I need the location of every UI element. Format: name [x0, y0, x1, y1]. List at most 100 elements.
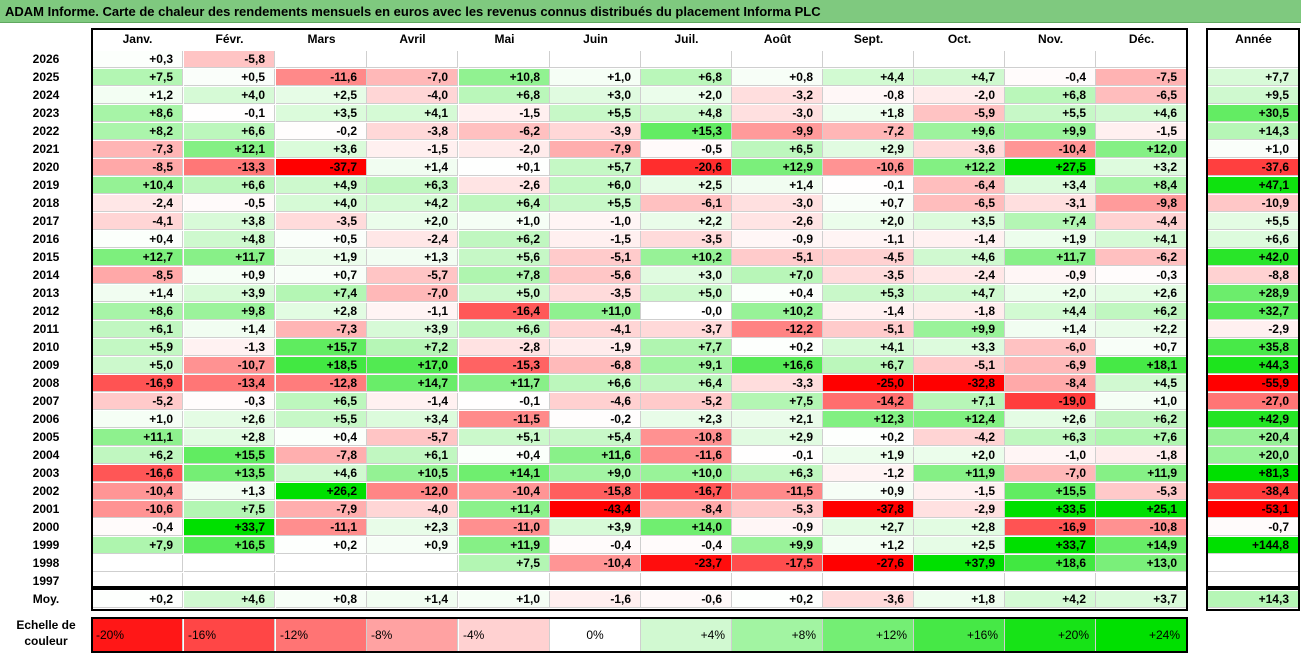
row-year-label: 2004 — [32, 448, 60, 462]
heatmap-cell: -32,8 — [914, 375, 1005, 392]
heatmap-cell — [823, 51, 914, 68]
heatmap-cell: -1,4 — [367, 393, 458, 410]
heatmap-cell: +12,0 — [1096, 141, 1187, 158]
heatmap-cell: +15,5 — [1005, 483, 1096, 500]
heatmap-cell: -43,4 — [550, 501, 641, 518]
heatmap-cell: +1,2 — [823, 537, 914, 554]
heatmap-cell: +1,4 — [1005, 321, 1096, 338]
heatmap-cell: +4,8 — [641, 105, 732, 122]
heatmap-cell: -25,0 — [823, 375, 914, 392]
legend-swatch: -8% — [367, 617, 458, 653]
heatmap-cell: -0,0 — [641, 303, 732, 320]
heatmap-cell: -0,5 — [641, 141, 732, 158]
row-year-label: 2000 — [32, 520, 60, 534]
heatmap-cell: -16,4 — [459, 303, 550, 320]
heatmap-cell: +4,7 — [914, 285, 1005, 302]
heatmap-cell: -10,6 — [823, 159, 914, 176]
heatmap-cell: -0,1 — [732, 447, 823, 464]
heatmap-cell: +5,0 — [641, 285, 732, 302]
heatmap-cell: -11,1 — [276, 519, 367, 536]
heatmap-cell: +5,6 — [459, 249, 550, 266]
heatmap-cell: -2,0 — [459, 141, 550, 158]
heatmap-cell: -5,3 — [1096, 483, 1187, 500]
heatmap-cell — [732, 573, 823, 590]
heatmap-cell: -1,3 — [184, 339, 275, 356]
heatmap-cell: +6,6 — [184, 177, 275, 194]
heatmap-cell: +6,0 — [550, 177, 641, 194]
heatmap-cell: -2,8 — [459, 339, 550, 356]
heatmap-cell: -2,6 — [732, 213, 823, 230]
heatmap-cell: +3,3 — [914, 339, 1005, 356]
heatmap-cell: -10,8 — [1096, 519, 1187, 536]
row-year-label: 1999 — [32, 538, 60, 552]
heatmap-cell: +6,3 — [732, 465, 823, 482]
heatmap-cell — [459, 51, 550, 68]
chart-title: ADAM Informe. Carte de chaleur des rende… — [5, 4, 821, 19]
heatmap-cell: +11,6 — [550, 447, 641, 464]
heatmap-cell — [641, 51, 732, 68]
heatmap-cell: +2,7 — [823, 519, 914, 536]
heatmap-cell: +25,1 — [1096, 501, 1187, 518]
heatmap-cell: +5,5 — [1005, 105, 1096, 122]
heatmap-cell: +6,4 — [641, 375, 732, 392]
heatmap-cell — [367, 51, 458, 68]
heatmap-cell: -6,2 — [1096, 249, 1187, 266]
heatmap-cell: -3,9 — [550, 123, 641, 140]
heatmap-cell: -5,1 — [823, 321, 914, 338]
heatmap-cell: -16,9 — [1005, 519, 1096, 536]
heatmap-cell: -3,2 — [732, 87, 823, 104]
heatmap-cell: +3,9 — [550, 519, 641, 536]
heatmap-cell: +11,0 — [550, 303, 641, 320]
heatmap-cell: -7,3 — [276, 321, 367, 338]
annual-cell — [1208, 51, 1299, 68]
annual-cell: -38,4 — [1208, 483, 1299, 500]
heatmap-cell: -13,4 — [184, 375, 275, 392]
legend-swatch: -12% — [276, 617, 367, 653]
heatmap-cell: +16,5 — [184, 537, 275, 554]
heatmap-cell: +6,1 — [367, 447, 458, 464]
annual-cell: +28,9 — [1208, 285, 1299, 302]
heatmap-cell: +13,0 — [1096, 555, 1187, 572]
heatmap-cell: +11,7 — [184, 249, 275, 266]
heatmap-cell: +1,3 — [367, 249, 458, 266]
heatmap-cell: +1,2 — [92, 87, 183, 104]
heatmap-cell: +3,6 — [276, 141, 367, 158]
heatmap-cell: -5,2 — [92, 393, 183, 410]
heatmap-cell: -15,8 — [550, 483, 641, 500]
heatmap-cell: -1,5 — [367, 141, 458, 158]
heatmap-cell: +0,9 — [367, 537, 458, 554]
row-year-label: 2006 — [32, 412, 60, 426]
heatmap-cell: +1,4 — [732, 177, 823, 194]
heatmap-cell: -17,5 — [732, 555, 823, 572]
heatmap-cell: +6,2 — [1096, 411, 1187, 428]
heatmap-cell: -0,5 — [184, 195, 275, 212]
heatmap-cell: -7,5 — [1096, 69, 1187, 86]
heatmap-cell: +4,9 — [276, 177, 367, 194]
row-year-label: 2018 — [32, 196, 60, 210]
heatmap-cell: -6,9 — [1005, 357, 1096, 374]
row-year-label: 2009 — [32, 358, 60, 372]
heatmap-cell: +14,1 — [459, 465, 550, 482]
heatmap-cell: +7,6 — [1096, 429, 1187, 446]
annual-cell — [1208, 555, 1299, 572]
heatmap-cell: +0,5 — [184, 69, 275, 86]
heatmap-cell: -12,8 — [276, 375, 367, 392]
heatmap-cell: -7,9 — [276, 501, 367, 518]
heatmap-cell — [1096, 51, 1187, 68]
heatmap-cell: -4,2 — [914, 429, 1005, 446]
heatmap-cell: -1,0 — [550, 213, 641, 230]
heatmap-cell: -2,4 — [92, 195, 183, 212]
heatmap-cell: +12,9 — [732, 159, 823, 176]
heatmap-cell: +3,5 — [276, 105, 367, 122]
column-header: Sept. — [853, 32, 884, 46]
heatmap-cell: -3,3 — [732, 375, 823, 392]
heatmap-cell: +3,0 — [641, 267, 732, 284]
heatmap-cell: +3,4 — [1005, 177, 1096, 194]
heatmap-cell: -8,5 — [92, 267, 183, 284]
heatmap-cell — [184, 555, 275, 572]
heatmap-cell: -2,6 — [459, 177, 550, 194]
annual-cell: -8,8 — [1208, 267, 1299, 284]
heatmap-cell: -2,9 — [914, 501, 1005, 518]
heatmap-cell: +11,9 — [1096, 465, 1187, 482]
